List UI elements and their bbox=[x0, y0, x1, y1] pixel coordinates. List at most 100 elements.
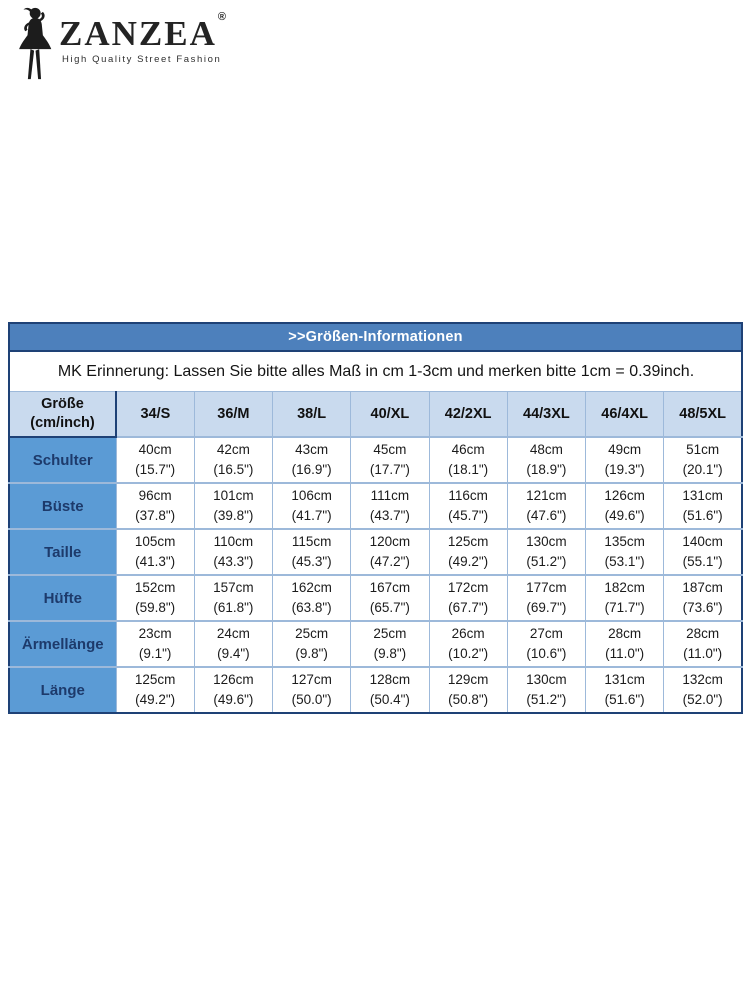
measurement-cell: 127cm (50.0") bbox=[271, 666, 352, 714]
cm-value: 48cm bbox=[529, 442, 563, 458]
inch-value: (73.6") bbox=[682, 600, 723, 615]
row-label: Länge bbox=[8, 666, 117, 714]
inch-value: (47.2") bbox=[369, 554, 410, 569]
measurement-cell: 120cm (47.2") bbox=[350, 528, 430, 576]
measurement-cell: 167cm (65.7") bbox=[350, 574, 430, 622]
measurement-cell: 128cm (50.4") bbox=[350, 666, 430, 714]
measurement-cell: 111cm (43.7") bbox=[350, 482, 430, 530]
measurement-cell: 130cm (51.2") bbox=[506, 528, 587, 576]
table-row: Hüfte 152cm (59.8") 157cm (61.8") 162cm (63.8"… bbox=[8, 574, 743, 622]
cm-value: 131cm bbox=[604, 672, 645, 688]
cm-value: 172cm bbox=[447, 580, 489, 596]
inch-value: (11.0") bbox=[683, 646, 723, 661]
measurement-cell: 46cm (18.1") bbox=[428, 436, 508, 484]
cm-value: 23cm bbox=[138, 626, 172, 642]
measurement-cell: 157cm (61.8") bbox=[193, 574, 274, 622]
inch-value: (39.8") bbox=[213, 508, 254, 523]
corner-header-line1: Größe bbox=[41, 396, 84, 413]
cm-value: 116cm bbox=[448, 488, 488, 504]
inch-value: (9.8") bbox=[295, 646, 328, 661]
measurement-cell: 152cm (59.8") bbox=[115, 574, 195, 622]
measurement-cell: 121cm (47.6") bbox=[506, 482, 587, 530]
inch-value: (53.1") bbox=[604, 554, 645, 569]
inch-value: (49.6") bbox=[604, 508, 645, 523]
table-row: Taille 105cm (41.3") 110cm (43.3") 115cm (45.3… bbox=[8, 528, 743, 576]
cm-value: 43cm bbox=[295, 442, 329, 458]
cm-value: 28cm bbox=[686, 626, 720, 642]
cm-value: 130cm bbox=[526, 534, 567, 550]
inch-value: (50.8") bbox=[448, 692, 489, 707]
inch-value: (43.3") bbox=[213, 554, 254, 569]
inch-value: (45.7") bbox=[448, 508, 489, 523]
measurement-cell: 115cm (45.3") bbox=[271, 528, 352, 576]
brand-name: ZANZEA® bbox=[59, 12, 226, 53]
cm-value: 167cm bbox=[369, 580, 411, 596]
measurement-cell: 25cm (9.8") bbox=[350, 620, 430, 668]
inch-value: (18.9") bbox=[526, 462, 567, 477]
cm-value: 26cm bbox=[451, 626, 485, 642]
inch-value: (16.9") bbox=[291, 462, 332, 477]
cm-value: 120cm bbox=[369, 534, 411, 550]
cm-value: 131cm bbox=[682, 488, 723, 504]
cm-value: 42cm bbox=[216, 442, 250, 458]
inch-value: (43.7") bbox=[369, 508, 410, 523]
brand-name-text: ZANZEA bbox=[59, 14, 217, 53]
measurement-cell: 51cm (20.1") bbox=[663, 436, 743, 484]
cm-value: 49cm bbox=[608, 442, 642, 458]
measurement-cell: 125cm (49.2") bbox=[428, 528, 508, 576]
inch-value: (59.8") bbox=[135, 600, 176, 615]
inch-value: (55.1") bbox=[682, 554, 723, 569]
cm-value: 129cm bbox=[447, 672, 489, 688]
measurement-cell: 45cm (17.7") bbox=[350, 436, 430, 484]
cm-value: 101cm bbox=[213, 488, 254, 504]
measurement-cell: 126cm (49.6") bbox=[193, 666, 274, 714]
inch-value: (50.0") bbox=[291, 692, 332, 707]
cm-value: 187cm bbox=[682, 580, 723, 596]
cm-value: 25cm bbox=[295, 626, 329, 642]
cm-value: 96cm bbox=[138, 488, 172, 504]
measurement-cell: 101cm (39.8") bbox=[193, 482, 274, 530]
cm-value: 111cm bbox=[370, 488, 410, 504]
inch-value: (20.1") bbox=[682, 462, 723, 477]
measurement-cell: 132cm (52.0") bbox=[663, 666, 743, 714]
cm-value: 46cm bbox=[451, 442, 485, 458]
inch-value: (69.7") bbox=[526, 600, 567, 615]
inch-value: (49.2") bbox=[448, 554, 489, 569]
measurement-cell: 130cm (51.2") bbox=[506, 666, 587, 714]
size-column-header: 42/2XL bbox=[428, 391, 508, 438]
inch-value: (52.0") bbox=[682, 692, 723, 707]
cm-value: 40cm bbox=[138, 442, 172, 458]
measurement-cell: 187cm (73.6") bbox=[663, 574, 743, 622]
measurement-cell: 48cm (18.9") bbox=[506, 436, 587, 484]
cm-value: 126cm bbox=[604, 488, 645, 504]
measurement-cell: 116cm (45.7") bbox=[428, 482, 508, 530]
cm-value: 152cm bbox=[134, 580, 176, 596]
row-label: Ärmellänge bbox=[8, 620, 117, 668]
measurement-cell: 129cm (50.8") bbox=[428, 666, 508, 714]
row-label: Büste bbox=[8, 482, 117, 530]
inch-value: (11.0") bbox=[605, 646, 645, 661]
inch-value: (16.5") bbox=[213, 462, 254, 477]
measurement-cell: 96cm (37.8") bbox=[115, 482, 195, 530]
measurement-cell: 106cm (41.7") bbox=[271, 482, 352, 530]
measurement-cell: 40cm (15.7") bbox=[115, 436, 195, 484]
cm-value: 127cm bbox=[291, 672, 332, 688]
measurement-cell: 26cm (10.2") bbox=[428, 620, 508, 668]
inch-value: (49.2") bbox=[135, 692, 176, 707]
inch-value: (61.8") bbox=[213, 600, 254, 615]
inch-value: (15.7") bbox=[135, 462, 176, 477]
table-row: Schulter 40cm (15.7") 42cm (16.5") 43cm (16.9"… bbox=[8, 436, 743, 484]
measurement-cell: 140cm (55.1") bbox=[663, 528, 743, 576]
inch-value: (9.4") bbox=[217, 646, 250, 661]
cm-value: 135cm bbox=[604, 534, 645, 550]
inch-value: (51.6") bbox=[682, 508, 723, 523]
inch-value: (50.4") bbox=[369, 692, 410, 707]
inch-value: (18.1") bbox=[448, 462, 489, 477]
measurement-cell: 162cm (63.8") bbox=[271, 574, 352, 622]
size-column-header: 48/5XL bbox=[663, 391, 743, 438]
measurement-cell: 25cm (9.8") bbox=[271, 620, 352, 668]
measurement-note: MK Erinnerung: Lassen Sie bitte alles Ma… bbox=[8, 350, 743, 392]
inch-value: (51.2") bbox=[526, 554, 567, 569]
cm-value: 105cm bbox=[134, 534, 176, 550]
